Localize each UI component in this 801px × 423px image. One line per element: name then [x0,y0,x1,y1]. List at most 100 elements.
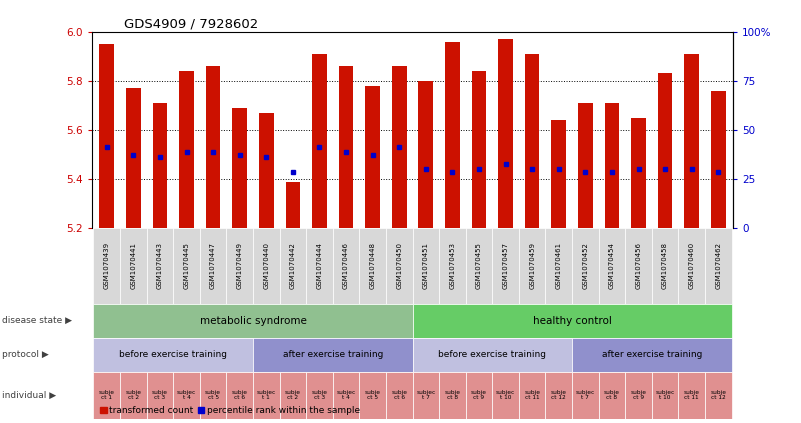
Bar [360,228,386,304]
Bar [465,228,493,304]
Bar [386,372,413,419]
Bar [572,372,598,419]
Bar [631,118,646,228]
Bar [94,304,413,338]
Bar [280,372,306,419]
Text: metabolic syndrome: metabolic syndrome [199,316,307,326]
Bar [598,372,626,419]
Text: GSM1070443: GSM1070443 [157,242,163,289]
Bar [227,372,253,419]
Bar [94,228,120,304]
Text: subje
ct 2: subje ct 2 [285,390,301,400]
Bar [332,372,360,419]
Bar [386,228,413,304]
Bar [472,71,486,228]
Text: GSM1070452: GSM1070452 [582,242,589,289]
Bar [711,91,726,228]
Text: GSM1070461: GSM1070461 [556,242,562,289]
Text: GSM1070446: GSM1070446 [343,242,349,289]
Text: GSM1070448: GSM1070448 [369,242,376,289]
Bar [551,120,566,228]
Bar [153,103,167,228]
Text: GSM1070439: GSM1070439 [104,242,110,289]
Text: GSM1070447: GSM1070447 [210,242,216,289]
Bar [360,372,386,419]
Text: subjec
t 4: subjec t 4 [336,390,356,400]
Bar [199,372,227,419]
Bar [498,39,513,228]
Text: disease state ▶: disease state ▶ [2,316,72,325]
Bar [365,86,380,228]
Bar [493,228,519,304]
Text: subje
ct 3: subje ct 3 [312,390,328,400]
Bar [259,113,274,228]
Text: subjec
t 10: subjec t 10 [496,390,515,400]
Bar [572,338,731,372]
Text: subjec
t 1: subjec t 1 [256,390,276,400]
Text: GSM1070444: GSM1070444 [316,242,323,289]
Bar [147,228,173,304]
Text: GSM1070441: GSM1070441 [131,242,136,289]
Text: GSM1070445: GSM1070445 [183,242,190,289]
Bar [232,108,247,228]
Text: subje
ct 8: subje ct 8 [604,390,620,400]
Bar [413,372,439,419]
Text: GSM1070462: GSM1070462 [715,242,721,289]
Bar [173,228,199,304]
Text: subjec
t 4: subjec t 4 [177,390,196,400]
Text: GSM1070460: GSM1070460 [689,242,694,289]
Bar [439,228,465,304]
Text: subje
ct 9: subje ct 9 [471,390,487,400]
Bar [525,54,540,228]
Text: GSM1070459: GSM1070459 [529,242,535,289]
Bar [545,372,572,419]
Text: subjec
t 10: subjec t 10 [655,390,674,400]
Text: GSM1070450: GSM1070450 [396,242,402,289]
Text: subje
ct 3: subje ct 3 [152,390,168,400]
Text: healthy control: healthy control [533,316,611,326]
Bar [199,228,227,304]
Bar [658,74,672,228]
Bar [147,372,173,419]
Bar [578,103,593,228]
Bar [339,66,353,228]
Text: subje
ct 12: subje ct 12 [551,390,567,400]
Bar [545,228,572,304]
Bar [626,228,652,304]
Text: subje
ct 5: subje ct 5 [364,390,380,400]
Bar [678,372,705,419]
Text: GSM1070458: GSM1070458 [662,242,668,289]
Bar [519,228,545,304]
Bar [413,304,731,338]
Bar [678,228,705,304]
Text: subjec
t 7: subjec t 7 [576,390,595,400]
Text: subje
ct 6: subje ct 6 [391,390,407,400]
Bar [285,181,300,228]
Bar [94,338,253,372]
Text: GSM1070457: GSM1070457 [502,242,509,289]
Bar [598,228,626,304]
Bar [99,44,114,228]
Text: subje
ct 1: subje ct 1 [99,390,115,400]
Bar [392,66,407,228]
Text: GSM1070440: GSM1070440 [264,242,269,289]
Text: GDS4909 / 7928602: GDS4909 / 7928602 [124,18,259,30]
Bar [94,372,120,419]
Bar [626,372,652,419]
Text: GSM1070449: GSM1070449 [236,242,243,289]
Bar [206,66,220,228]
Text: GSM1070451: GSM1070451 [423,242,429,289]
Bar [253,338,413,372]
Text: GSM1070453: GSM1070453 [449,242,456,289]
Text: subje
ct 11: subje ct 11 [524,390,540,400]
Bar [306,372,332,419]
Text: before exercise training: before exercise training [438,350,546,359]
Bar [332,228,360,304]
Bar [439,372,465,419]
Bar [652,372,678,419]
Text: subje
ct 5: subje ct 5 [205,390,221,400]
Text: GSM1070455: GSM1070455 [476,242,482,289]
Bar [605,103,619,228]
Text: GSM1070442: GSM1070442 [290,242,296,289]
Bar [418,81,433,228]
